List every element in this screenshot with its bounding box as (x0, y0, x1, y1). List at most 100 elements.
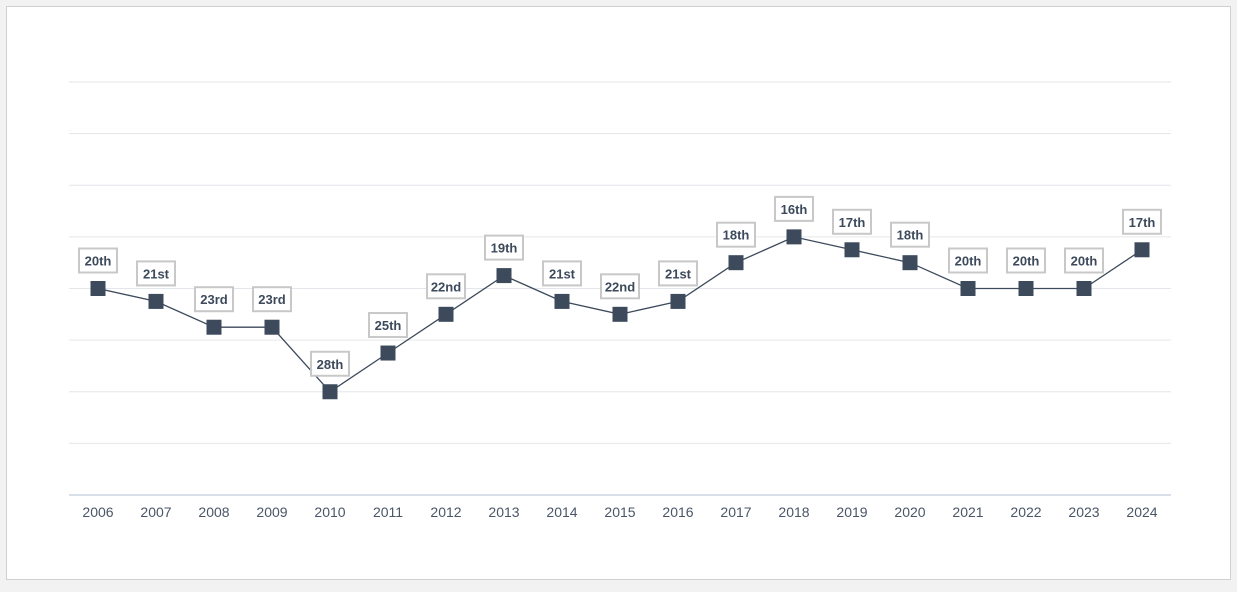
data-label-box (1122, 208, 1162, 235)
x-tick-label: 2014 (546, 504, 577, 520)
data-label: 22nd (426, 273, 466, 300)
x-tick-label: 2023 (1068, 504, 1099, 520)
x-tick-label: 2015 (604, 504, 635, 520)
data-point (206, 319, 222, 335)
data-point (1018, 281, 1034, 296)
data-label: 22nd (600, 273, 640, 300)
x-tick-label: 2010 (314, 504, 345, 520)
x-tick-label: 2011 (373, 504, 403, 520)
data-point (612, 306, 628, 322)
data-label-box (310, 350, 350, 377)
data-label: 21st (542, 260, 582, 287)
data-point (90, 281, 106, 296)
data-label-text: 23rd (258, 292, 286, 307)
data-point (438, 306, 454, 322)
data-label: 20th (78, 247, 118, 274)
data-label-text: 21st (665, 266, 692, 281)
data-label-box (600, 273, 640, 300)
x-tick-label: 2007 (140, 504, 171, 520)
data-label-text: 19th (491, 241, 518, 256)
data-label: 17th (832, 208, 872, 235)
x-tick-label: 2009 (256, 504, 287, 520)
data-label-text: 20th (85, 254, 112, 269)
data-label-text: 22nd (431, 279, 461, 294)
data-label-box (368, 312, 408, 339)
data-label-text: 25th (375, 318, 402, 333)
data-label: 21st (658, 260, 698, 287)
x-tick-label: 2020 (894, 504, 925, 520)
data-label: 23rd (252, 286, 292, 313)
data-label-box (136, 260, 176, 287)
chart-card: 20th 21st 23rd 23rd 28th 25th 22nd 19th 21st 22nd… (6, 6, 1231, 580)
data-label: 25th (368, 312, 408, 339)
data-point (380, 345, 396, 361)
data-labels: 20th 21st 23rd 23rd 28th 25th 22nd 19th 21st 22nd… (78, 195, 1162, 377)
x-tick-label: 2018 (778, 504, 809, 520)
data-label-box (1006, 247, 1046, 274)
data-label: 16th (774, 195, 814, 222)
data-label: 20th (948, 247, 988, 274)
data-label: 18th (890, 221, 930, 248)
data-label: 20th (1064, 247, 1104, 274)
data-label: 21st (136, 260, 176, 287)
data-point (960, 281, 976, 296)
x-tick-label: 2013 (488, 504, 519, 520)
data-point (264, 319, 280, 335)
data-point (554, 293, 570, 309)
data-point (1134, 242, 1150, 258)
x-tick-label: 2017 (720, 504, 751, 520)
data-point (786, 229, 802, 245)
data-label-text: 21st (143, 266, 170, 281)
data-label: 19th (484, 234, 524, 261)
data-label-text: 20th (1071, 254, 1098, 269)
data-label: 17th (1122, 208, 1162, 235)
line-chart: 20th 21st 23rd 23rd 28th 25th 22nd 19th 21st 22nd… (69, 81, 1171, 520)
x-axis-labels: 2006 2007 2008 2009 2010 2011 2012 2013 2014 2015… (82, 504, 1157, 520)
data-point (322, 384, 338, 400)
data-label-box (1064, 247, 1104, 274)
x-tick-label: 2012 (430, 504, 461, 520)
data-label-box (426, 273, 466, 300)
data-label-text: 17th (839, 215, 866, 230)
data-label-box (658, 260, 698, 287)
data-label: 28th (310, 350, 350, 377)
data-label-box (716, 221, 756, 248)
data-point (148, 293, 164, 309)
x-tick-label: 2022 (1010, 504, 1041, 520)
data-point (670, 293, 686, 309)
x-tick-label: 2024 (1126, 504, 1157, 520)
data-label-text: 21st (549, 266, 576, 281)
x-tick-label: 2019 (836, 504, 867, 520)
x-tick-label: 2016 (662, 504, 693, 520)
data-label: 23rd (194, 286, 234, 313)
data-point (728, 255, 744, 271)
data-label-text: 22nd (605, 279, 635, 294)
data-label-box (832, 208, 872, 235)
data-label-box (78, 247, 118, 274)
data-label-text: 17th (1129, 215, 1156, 230)
data-label: 20th (1006, 247, 1046, 274)
data-label-box (774, 195, 814, 222)
data-label-text: 28th (317, 357, 344, 372)
data-label-box (948, 247, 988, 274)
markers (90, 229, 1150, 400)
x-tick-label: 2006 (82, 504, 113, 520)
data-label-text: 18th (723, 228, 750, 243)
data-label-box (252, 286, 292, 313)
data-label: 18th (716, 221, 756, 248)
data-label-text: 16th (781, 202, 808, 217)
data-point (844, 242, 860, 258)
data-point (1076, 281, 1092, 296)
x-tick-label: 2021 (952, 504, 983, 520)
data-label-text: 20th (955, 254, 982, 269)
x-tick-label: 2008 (198, 504, 229, 520)
data-label-box (890, 221, 930, 248)
data-point (902, 255, 918, 271)
data-label-box (542, 260, 582, 287)
data-label-box (194, 286, 234, 313)
data-point (496, 268, 512, 284)
data-label-text: 20th (1013, 254, 1040, 269)
data-label-text: 23rd (200, 292, 228, 307)
data-label-box (484, 234, 524, 261)
data-label-text: 18th (897, 228, 924, 243)
